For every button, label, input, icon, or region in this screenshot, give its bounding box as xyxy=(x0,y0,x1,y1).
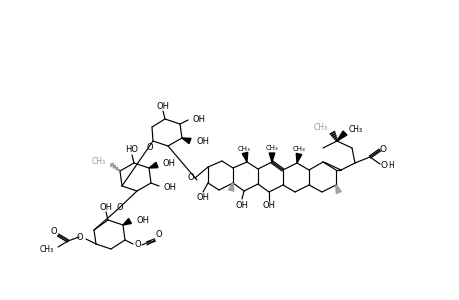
Text: H: H xyxy=(387,160,393,169)
Text: CH₃: CH₃ xyxy=(237,146,250,152)
Text: CH₃: CH₃ xyxy=(348,124,362,134)
Text: OH: OH xyxy=(99,202,112,211)
Polygon shape xyxy=(149,162,157,168)
Text: OH: OH xyxy=(196,194,209,202)
Text: O: O xyxy=(117,202,123,211)
Text: CH₃: CH₃ xyxy=(313,124,327,133)
Text: CH₃: CH₃ xyxy=(265,145,278,151)
Text: O: O xyxy=(380,160,386,169)
Text: OH: OH xyxy=(193,115,206,124)
Text: OH: OH xyxy=(156,101,169,110)
Polygon shape xyxy=(269,153,274,162)
Text: CH₃: CH₃ xyxy=(40,245,54,254)
Text: O: O xyxy=(134,241,141,250)
Polygon shape xyxy=(336,131,346,141)
Polygon shape xyxy=(242,152,247,162)
Polygon shape xyxy=(123,219,131,225)
Text: O: O xyxy=(76,233,83,242)
Text: O: O xyxy=(379,145,386,154)
Text: O: O xyxy=(146,142,153,152)
Text: OH: OH xyxy=(235,200,248,209)
Text: OH: OH xyxy=(164,182,177,191)
Text: OH: OH xyxy=(137,217,150,226)
Text: OH: OH xyxy=(262,202,275,211)
Text: O: O xyxy=(50,227,57,236)
Text: CH₃: CH₃ xyxy=(292,146,305,152)
Polygon shape xyxy=(296,153,301,163)
Text: O: O xyxy=(155,230,162,239)
Text: CH₃: CH₃ xyxy=(92,157,106,166)
Text: OH: OH xyxy=(196,137,210,146)
Polygon shape xyxy=(182,138,190,144)
Text: O: O xyxy=(187,173,194,182)
Text: HO: HO xyxy=(125,146,138,154)
Text: OH: OH xyxy=(162,160,176,169)
